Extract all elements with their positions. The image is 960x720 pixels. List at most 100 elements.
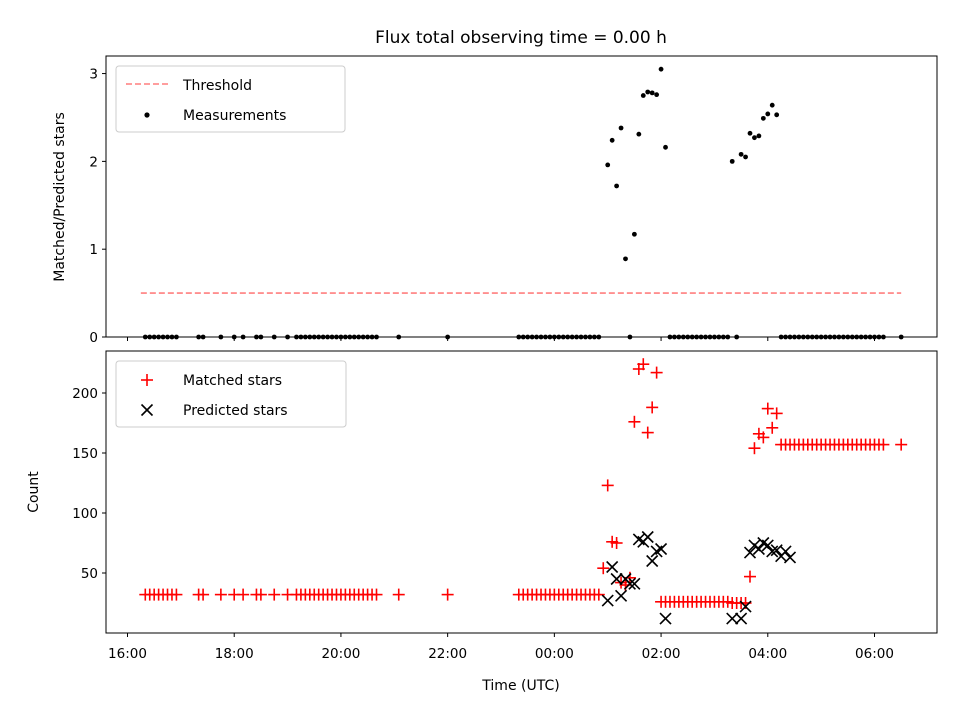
top-y-tick-label: 3 [89, 67, 98, 83]
measurement-point [614, 183, 620, 189]
predicted-star-point [761, 539, 774, 552]
x-tick-label: 06:00 [855, 646, 894, 662]
matched-star-point [757, 431, 770, 444]
matched-star-point [170, 588, 183, 601]
top-y-tick-label: 0 [89, 330, 98, 346]
bottom-y-tick-label: 150 [72, 446, 98, 462]
top-y-axis-label: Matched/Predicted stars [52, 112, 68, 282]
x-tick-label: 16:00 [108, 646, 147, 662]
predicted-star-point [659, 612, 672, 625]
predicted-star-point [606, 560, 619, 574]
predicted-star-point [628, 577, 641, 590]
bottom-legend-box [115, 360, 347, 428]
matched-star-point [237, 588, 250, 601]
measurement-point [654, 92, 660, 98]
measurement-point [756, 133, 762, 139]
measurement-point [623, 256, 628, 262]
matched-star-point [601, 479, 614, 492]
measurement-point [752, 135, 757, 141]
bottom-y-tick-label: 50 [81, 566, 98, 582]
measurement-point [663, 144, 668, 150]
matched-star-point [646, 401, 659, 414]
matched-star-point [254, 588, 267, 601]
measurement-point [640, 93, 646, 98]
matched-star-point [650, 366, 663, 379]
predicted-star-point [641, 530, 654, 544]
measurement-point [760, 115, 766, 121]
matched-star-point [877, 438, 890, 451]
measurement-point [609, 137, 615, 143]
x-tick-label: 02:00 [642, 646, 681, 662]
predicted-star-point [601, 594, 614, 607]
bottom-y-tick-label: 100 [72, 506, 98, 522]
x-tick-label: 20:00 [321, 646, 360, 662]
predicted-star-point [739, 600, 752, 613]
measurement-point [729, 158, 735, 164]
bottom-legend: Matched stars Predicted stars [115, 360, 347, 428]
chart-title: Flux total observing time = 0.00 h [375, 28, 667, 48]
predicted-star-point [726, 612, 739, 625]
top-y-ticks: 0 1 2 3 [89, 67, 106, 346]
predicted-star-point [623, 577, 637, 590]
matched-star-point [597, 562, 610, 575]
measurement-point [774, 112, 780, 118]
measurement-point [636, 131, 642, 137]
legend-matched-label: Matched stars [183, 373, 282, 389]
matched-star-point [637, 358, 650, 371]
x-tick-label: 18:00 [215, 646, 254, 662]
predicted-star-point [735, 612, 748, 625]
predicted-star-point [655, 542, 668, 556]
measurement-point [618, 125, 624, 131]
matched-star-point [441, 588, 454, 601]
matched-star-point [628, 415, 641, 428]
matched-star-point [641, 426, 654, 439]
measurement-point [605, 162, 611, 168]
matched-star-point [895, 438, 908, 451]
measurement-point [645, 89, 651, 95]
predicted-star-point [610, 572, 623, 586]
top-plot-marks [140, 66, 904, 340]
matched-star-point [214, 588, 227, 601]
bottom-plot-panel: 50 100 150 200 16:00 18:00 20:00 22:00 00:00 02:… [26, 350, 938, 694]
measurement-point [631, 231, 637, 237]
legend-measurements-label: Measurements [183, 108, 286, 124]
predicted-star-point [752, 542, 765, 556]
measurement-point [743, 154, 748, 160]
matched-star-point [748, 442, 761, 455]
top-legend-box [115, 65, 346, 133]
bottom-x-ticks: 16:00 18:00 20:00 22:00 00:00 02:00 04:00 06:00 [108, 633, 894, 662]
matched-star-point [610, 537, 623, 549]
measurement-point [649, 90, 655, 96]
bottom-plot-marks [139, 358, 908, 625]
x-tick-label: 04:00 [748, 646, 787, 662]
x-tick-label: 22:00 [428, 646, 467, 662]
top-plot-frame [105, 55, 938, 338]
x-tick-label: 00:00 [535, 646, 574, 662]
predicted-star-point [779, 545, 792, 558]
matched-star-point [392, 588, 405, 601]
predicted-star-point [783, 551, 797, 564]
legend-matched-swatch [141, 374, 153, 386]
top-legend: Threshold Measurements [115, 65, 346, 133]
bottom-plot-frame [105, 350, 938, 634]
matched-star-point [744, 570, 756, 583]
matched-star-point [766, 421, 779, 434]
top-y-tick-label: 1 [89, 242, 98, 258]
measurement-point [738, 151, 744, 157]
x-axis-label: Time (UTC) [481, 678, 559, 694]
measurement-point [769, 102, 775, 108]
top-plot-panel: 0 1 2 3 Matched/Predicted stars Threshold M… [52, 55, 938, 346]
top-y-tick-label: 2 [89, 154, 98, 170]
bottom-y-axis-label: Count [26, 471, 42, 513]
predicted-star-point [614, 589, 628, 602]
legend-predicted-label: Predicted stars [183, 403, 288, 419]
legend-threshold-label: Threshold [182, 78, 252, 94]
measurement-point [658, 66, 664, 72]
legend-predicted-swatch [140, 403, 154, 417]
bottom-y-ticks: 50 100 150 200 [72, 386, 106, 582]
predicted-star-point [646, 554, 659, 568]
matched-star-point [268, 588, 281, 601]
predicted-star-point [766, 545, 779, 558]
predicted-star-point [743, 546, 757, 559]
